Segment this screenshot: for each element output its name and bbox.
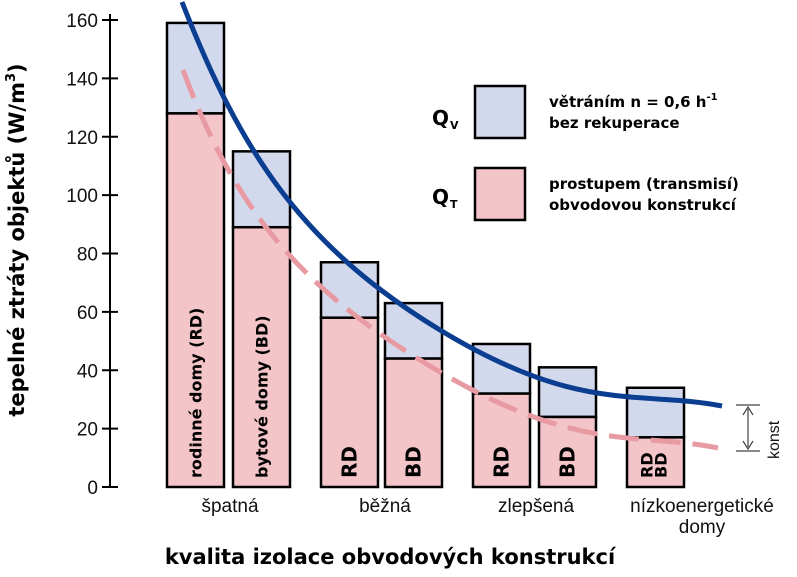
category-label: špatná <box>201 496 258 517</box>
bar-label: RD <box>490 446 514 478</box>
category-label: běžná <box>359 496 411 517</box>
bar-segment-qt <box>625 436 686 489</box>
bar-segment-qt <box>231 225 292 489</box>
bar-label: rodinné domy (RD) <box>187 308 206 478</box>
bar-label: bytové domy (BD) <box>253 315 272 478</box>
bar-segment-qv <box>625 386 686 439</box>
y-tick-label: 0 <box>87 478 98 499</box>
y-tick-label: 140 <box>66 69 98 90</box>
legend-subscript: T <box>450 198 458 211</box>
y-axis-title: tepelné ztráty objektů (W/m3) <box>4 63 29 416</box>
trend-curve-qv <box>179 1 723 409</box>
y-tick-label: 80 <box>77 245 98 266</box>
bar-label: RD <box>338 446 362 478</box>
legend-text: prostupem (transmisí) <box>549 175 739 193</box>
y-tick-label: 20 <box>77 420 98 441</box>
legend-symbol: Q <box>432 185 449 209</box>
bar-segment-qt <box>319 316 380 489</box>
legend-text: obvodovou konstrukcí <box>549 196 737 214</box>
legend-text: bez rekuperace <box>549 114 680 132</box>
legend-symbol: Q <box>432 106 449 130</box>
y-tick-label: 100 <box>66 186 98 207</box>
bar-label: BD <box>556 446 580 478</box>
bar-segment-qt <box>471 392 532 489</box>
legend-text: větráním n = 0,6 h-1 <box>549 92 718 111</box>
trend-curves: konst <box>179 1 783 459</box>
category-label: domy <box>679 517 726 538</box>
konst-label: konst <box>766 420 783 459</box>
y-axis: 0 20 40 60 80 100 120 140 160 <box>66 11 118 499</box>
y-tick-label: 160 <box>66 11 98 32</box>
bar-label: BD <box>402 446 426 478</box>
bar-label: RD <box>638 452 657 478</box>
bar-segment-qt <box>537 415 598 489</box>
category-label: zlepšená <box>498 496 574 517</box>
legend-swatch <box>473 84 527 140</box>
y-tick-label: 120 <box>66 128 98 149</box>
category-label: nízkoenergetické <box>630 496 774 517</box>
bar-segment-qt <box>383 357 444 489</box>
legend-swatch <box>473 166 527 222</box>
y-tick-label: 60 <box>77 303 98 324</box>
trend-curve-qt <box>180 69 719 451</box>
x-axis-title: kvalita izolace obvodových konstrukcí <box>165 545 617 569</box>
bar-label: BD <box>652 453 671 478</box>
legend-subscript: V <box>450 119 459 132</box>
bar-segment-qt <box>165 112 226 489</box>
y-tick-label: 40 <box>77 361 98 382</box>
konst-arrowheads <box>742 405 754 451</box>
